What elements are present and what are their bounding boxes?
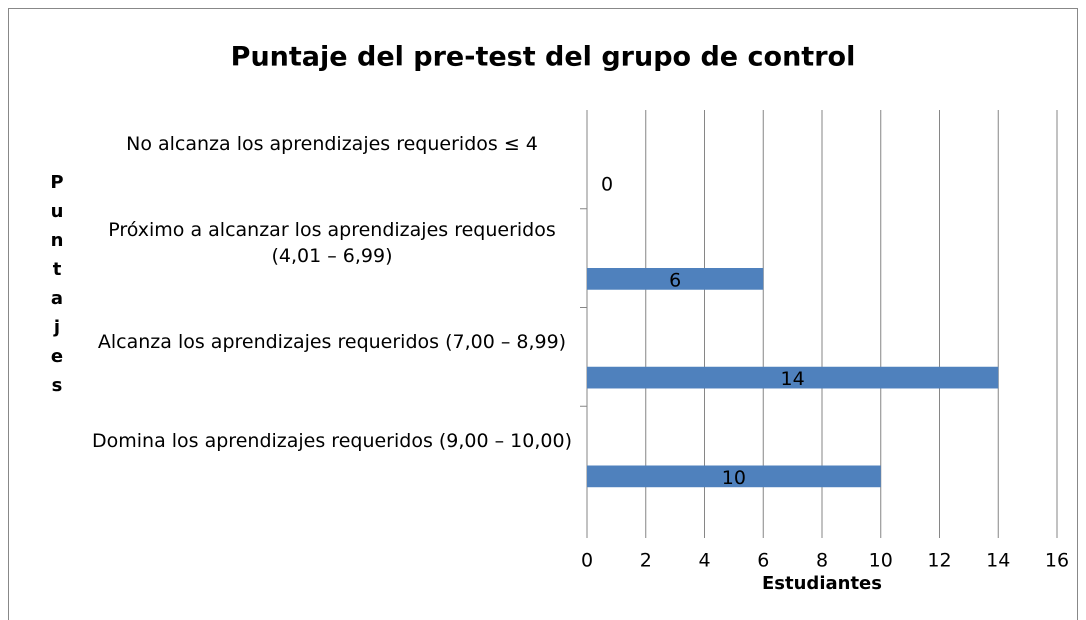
y-tick-label: Domina los aprendizajes requeridos (9,00… xyxy=(92,429,572,452)
y-axis-label: Puntajes xyxy=(50,172,64,396)
y-tick-label: No alcanza los aprendizajes requeridos ≤… xyxy=(126,133,538,156)
x-tick-label: 12 xyxy=(927,550,951,572)
x-tick-label: 8 xyxy=(816,550,828,572)
x-tick-label: 6 xyxy=(757,550,769,572)
chart-border xyxy=(8,8,1078,620)
bar xyxy=(587,465,881,488)
x-tick-label: 4 xyxy=(698,550,710,572)
x-tick-label: 16 xyxy=(1045,550,1069,572)
x-tick-label: 0 xyxy=(581,550,593,572)
bar xyxy=(587,268,764,290)
bar xyxy=(587,366,999,389)
x-tick-label: 14 xyxy=(986,550,1010,572)
value-label: 6 xyxy=(669,269,681,291)
chart-title: Puntaje del pre-test del grupo de contro… xyxy=(231,42,856,73)
x-axis-label: Estudiantes xyxy=(762,573,882,594)
value-label: 14 xyxy=(781,368,805,390)
value-label: 0 xyxy=(601,174,613,196)
y-tick-label: Alcanza los aprendizajes requeridos (7,0… xyxy=(97,330,567,353)
value-label: 10 xyxy=(722,467,746,489)
y-tick-label: Próximo a alcanzar los aprendizajes requ… xyxy=(108,219,556,268)
x-tick-label: 2 xyxy=(640,550,652,572)
x-tick-label: 10 xyxy=(869,550,893,572)
